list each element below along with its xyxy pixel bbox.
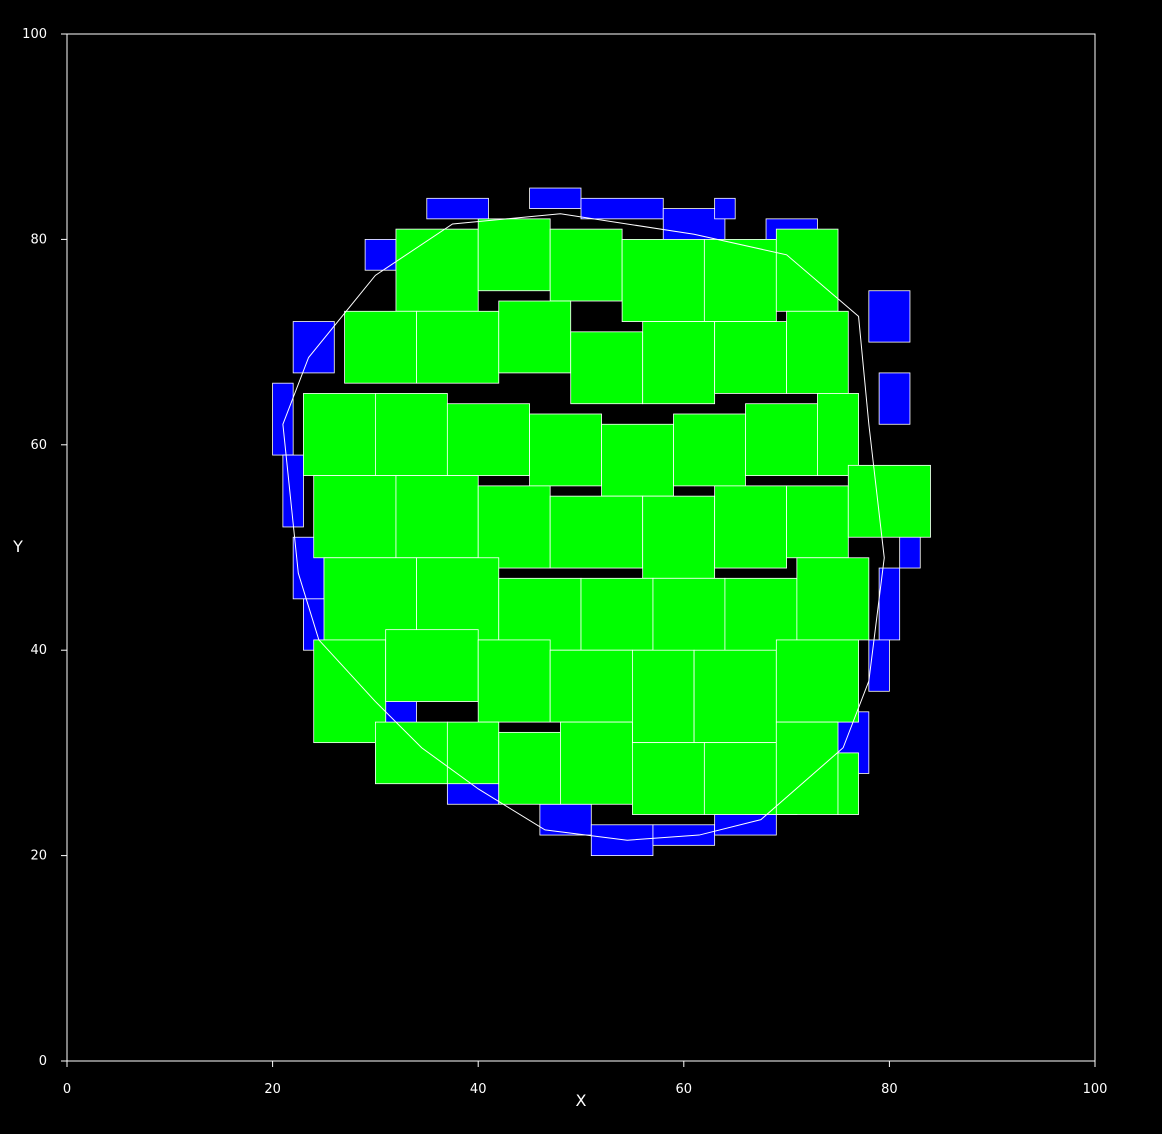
boundary-cell [878, 567, 901, 641]
interior-cell [446, 721, 500, 785]
interior-cell [477, 218, 551, 292]
interior-cell [775, 639, 859, 723]
boundary-cell [272, 382, 294, 456]
interior-cell [703, 742, 777, 815]
interior-cell [374, 393, 448, 477]
boundary-cell [282, 454, 304, 528]
boundary-cell [714, 197, 736, 220]
interior-cell [570, 331, 644, 405]
interior-cell [385, 629, 479, 702]
interior-cell [549, 228, 623, 302]
boundary-cell [580, 197, 664, 220]
interior-cell [786, 310, 849, 394]
interior-cell [693, 649, 777, 744]
x-tick-label: 100 [1083, 1082, 1108, 1097]
interior-cell [775, 228, 839, 312]
interior-cell [673, 413, 746, 487]
interior-cell [323, 557, 417, 641]
interior-cell [446, 403, 530, 477]
outline-layer [282, 213, 885, 841]
interior-cell [837, 752, 859, 815]
y-tick-label: 0 [39, 1054, 47, 1069]
interior-cell [745, 403, 818, 477]
boundary-cell [529, 187, 582, 209]
interior-cell [477, 485, 551, 569]
x-axis-title: X [576, 1091, 587, 1110]
y-tick-label: 100 [22, 27, 47, 42]
boundary-cell [292, 321, 335, 374]
interior-cell [395, 475, 479, 559]
y-tick-label: 60 [30, 438, 47, 453]
interior-cell [477, 639, 551, 723]
x-tick-label: 20 [264, 1082, 281, 1097]
boundary-cell [652, 824, 716, 846]
interior-cell [416, 310, 500, 384]
interior-cell [817, 393, 859, 477]
interior-cell [498, 731, 561, 805]
interior-cell [303, 393, 376, 477]
interior-cell [847, 464, 931, 538]
interior-cell [632, 742, 705, 815]
interior-cell [621, 238, 705, 322]
boundary-cell [868, 639, 890, 692]
interior-cell [601, 423, 674, 497]
patch-layer [272, 187, 931, 856]
x-tick-label: 40 [470, 1082, 487, 1097]
interior-cell [796, 557, 870, 641]
boundary-outline [282, 213, 885, 841]
interior-cell [652, 577, 726, 661]
y-tick-label: 40 [30, 643, 47, 658]
interior-cell [395, 228, 479, 312]
boundary-cell [364, 238, 397, 271]
interior-cell [498, 577, 582, 651]
boundary-cell [868, 290, 911, 343]
boundary-cell [426, 197, 489, 220]
interior-cell [374, 721, 448, 785]
interior-cell [529, 413, 602, 487]
interior-cell [786, 485, 849, 559]
interior-cell [632, 649, 695, 744]
plot-frame [66, 33, 1096, 1062]
interior-cell [775, 721, 839, 815]
x-tick-label: 80 [881, 1082, 898, 1097]
x-tick-label: 0 [63, 1082, 71, 1097]
interior-cell [549, 649, 633, 723]
boundary-cell [590, 824, 654, 856]
interior-cell [416, 557, 500, 641]
interior-cell [344, 310, 417, 384]
interior-cell [703, 238, 777, 322]
y-axis-ticks: 0 20 40 60 80 100 [22, 27, 67, 1069]
interior-cell [714, 321, 788, 394]
y-tick-label: 80 [30, 232, 47, 247]
interior-cell [313, 475, 397, 559]
interior-cell [560, 721, 633, 805]
y-axis-title: Y [12, 537, 23, 556]
boundary-cell [878, 372, 911, 425]
x-tick-label: 60 [676, 1082, 693, 1097]
interior-cell [549, 495, 644, 569]
interior-cell [313, 639, 387, 744]
interior-cell [642, 495, 716, 579]
interior-cell [714, 485, 788, 569]
interior-cell [580, 577, 654, 651]
y-tick-label: 20 [30, 849, 47, 864]
interior-cell [498, 300, 572, 374]
boundary-cell [714, 814, 777, 836]
x-axis-ticks: 0 20 40 60 80 100 [63, 1061, 1108, 1097]
interior-cell [642, 321, 716, 405]
